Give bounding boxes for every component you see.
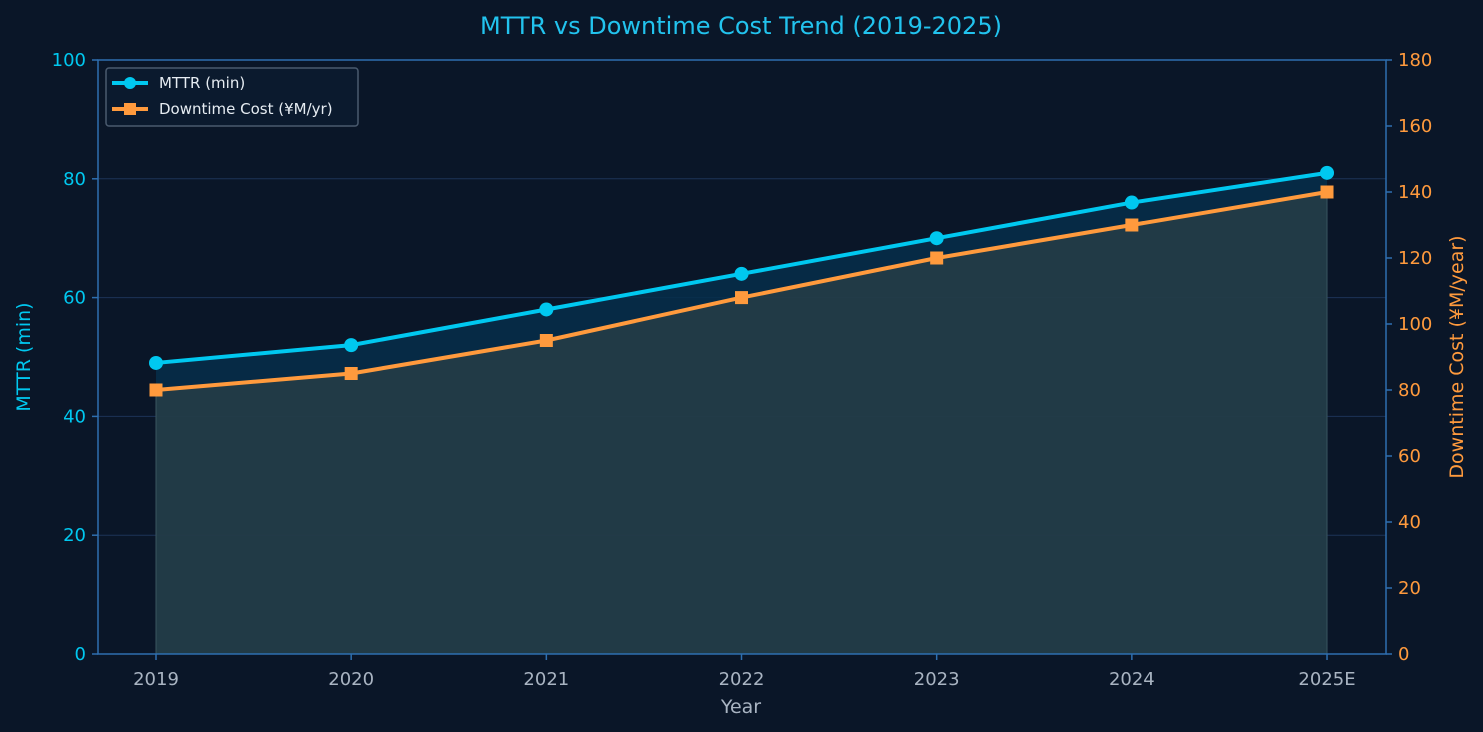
y2-tick-label-9: 180	[1398, 50, 1432, 71]
mttr-point-6	[1320, 165, 1335, 180]
cost-point-4	[930, 251, 944, 265]
x-tick-label-6: 2025E	[1298, 669, 1355, 690]
y-axis-label: MTTR (min)	[13, 302, 35, 411]
legend-box	[105, 67, 359, 127]
y2-tick-label-5: 100	[1398, 314, 1432, 335]
x-axis-label: Year	[720, 696, 761, 718]
legend-label-cost: Downtime Cost (¥M/yr)	[159, 100, 333, 118]
cost-point-6	[1320, 185, 1334, 199]
y-tick-label-4: 80	[63, 169, 86, 190]
mttr-point-2	[539, 302, 554, 317]
y-tick-label-5: 100	[52, 50, 86, 71]
y-tick-label-0: 0	[75, 644, 86, 665]
y-tick-label-1: 20	[63, 525, 86, 546]
legend-marker-cost	[124, 103, 136, 115]
y2-tick-label-2: 40	[1398, 512, 1421, 533]
ticks-layer: 0 20 40 60 80 100 0 20 40 60 80 100 120 140 160 180 2019…	[52, 50, 1433, 690]
y-tick-label-2: 40	[63, 406, 86, 427]
cost-point-0	[149, 383, 163, 397]
mttr-point-3	[734, 266, 749, 281]
y2-axis-label: Downtime Cost (¥M/year)	[1446, 235, 1468, 478]
mttr-point-1	[344, 338, 359, 353]
y2-tick-label-6: 120	[1398, 248, 1432, 269]
y2-tick-label-0: 0	[1398, 644, 1409, 665]
mttr-point-5	[1124, 195, 1139, 210]
chart-title: MTTR vs Downtime Cost Trend (2019-2025)	[480, 12, 1002, 40]
mttr-point-0	[149, 355, 163, 370]
mttr-point-4	[929, 231, 944, 246]
cost-point-3	[735, 291, 749, 305]
legend: MTTR (min) Downtime Cost (¥M/yr)	[105, 67, 359, 127]
y-tick-label-3: 60	[63, 288, 86, 309]
y2-tick-label-4: 80	[1398, 380, 1421, 401]
x-tick-label-3: 2022	[719, 669, 765, 690]
y2-tick-label-3: 60	[1398, 446, 1421, 467]
y2-tick-label-8: 160	[1398, 116, 1432, 137]
cost-point-1	[344, 367, 358, 380]
y2-tick-label-1: 20	[1398, 578, 1421, 599]
legend-label-mttr: MTTR (min)	[159, 74, 245, 92]
y2-tick-label-7: 140	[1398, 182, 1432, 203]
mttr-cost-band	[156, 172, 1328, 390]
cost-point-5	[1125, 218, 1139, 232]
cost-area	[155, 191, 1328, 655]
cost-point-2	[539, 334, 553, 347]
legend-marker-mttr	[124, 77, 136, 89]
x-tick-label-5: 2024	[1109, 669, 1155, 690]
series-layer	[149, 165, 1335, 397]
x-tick-label-1: 2020	[328, 669, 374, 690]
area-layer	[155, 172, 1328, 655]
x-tick-label-2: 2021	[523, 669, 569, 690]
x-tick-label-4: 2023	[914, 669, 960, 690]
x-tick-label-0: 2019	[133, 669, 179, 690]
